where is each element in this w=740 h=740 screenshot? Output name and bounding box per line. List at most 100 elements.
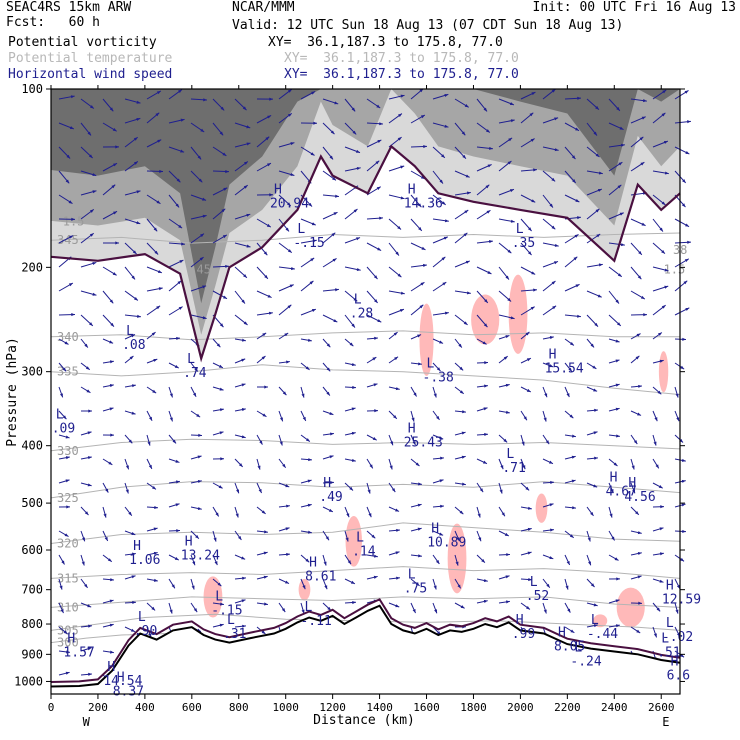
wind-arrowhead (197, 455, 202, 459)
theta-line (50, 438, 681, 452)
wind-arrowhead (443, 236, 448, 240)
wind-arrowhead (59, 393, 63, 398)
wind-arrowhead (638, 251, 642, 255)
wind-arrowhead (683, 280, 688, 285)
wind-arrowhead (246, 142, 251, 146)
wind-arrowhead (418, 227, 422, 231)
wind-arrowhead (543, 417, 547, 422)
wind-arrowhead (222, 152, 227, 156)
extremum-value: 12.59 (662, 593, 701, 608)
pv-fill-region (508, 274, 528, 354)
wind-arrowhead (637, 275, 642, 280)
wind-arrowhead (238, 536, 242, 540)
wind-arrowhead (351, 107, 356, 112)
wind-arrowhead (269, 97, 273, 101)
wind-arrowhead (308, 202, 313, 207)
x-tick-label: 2000 (507, 701, 534, 714)
theta-label: 340 (57, 330, 79, 344)
extremum-value: 1.57 (63, 646, 94, 661)
extremum-value: -.11 (300, 614, 331, 629)
pv-fill-region (658, 351, 669, 393)
wind-arrowhead (218, 364, 223, 368)
wind-arrowhead (264, 274, 268, 279)
extremum-kind: H (666, 579, 674, 594)
extremum-value: .90 (134, 624, 157, 639)
wind-arrowhead (112, 128, 117, 132)
wind-arrowhead (483, 323, 488, 328)
extremum-kind: L (297, 222, 305, 237)
wind-arrowhead (571, 155, 576, 160)
theta-line (50, 481, 681, 499)
wind-arrowhead (131, 384, 136, 388)
wind-arrowhead (267, 115, 272, 119)
theta-label: 305 (57, 623, 79, 637)
wind-arrowhead (241, 383, 246, 387)
wind-arrowhead (68, 200, 73, 204)
wind-arrowhead (546, 583, 550, 588)
wind-arrowhead (129, 355, 134, 360)
wind-arrowhead (389, 465, 393, 470)
wind-arrowhead (466, 291, 471, 295)
wind-arrowhead (616, 577, 620, 581)
wind-arrowhead (510, 119, 515, 123)
wind-arrowhead (544, 393, 548, 398)
wind-arrowhead (236, 489, 240, 494)
wind-arrowhead (349, 342, 354, 347)
wind-arrowhead (439, 340, 444, 344)
wind-arrowhead (192, 561, 196, 566)
wind-arrowhead (433, 393, 437, 398)
wind-arrowhead (109, 299, 114, 304)
theta-label: 335 (57, 365, 79, 379)
wind-arrowhead (88, 409, 92, 413)
pv-fill-region (203, 576, 223, 618)
pv-fill-region (471, 294, 500, 345)
wind-arrowhead (81, 561, 85, 566)
wind-arrowhead (176, 336, 180, 340)
wind-arrowhead (216, 343, 221, 348)
extremum-value: 8.61 (305, 570, 336, 585)
wind-arrowhead (637, 575, 642, 579)
wind-arrowhead (62, 415, 67, 420)
wind-arrowhead (465, 260, 470, 264)
wind-arrowhead (281, 608, 286, 613)
wind-arrowhead (418, 482, 422, 486)
wind-arrowhead (107, 558, 112, 562)
wind-arrowhead (373, 554, 378, 558)
wind-arrowhead (658, 485, 663, 489)
wind-arrowhead (552, 305, 557, 310)
extremum-kind: L (661, 632, 669, 647)
wind-arrowhead (286, 360, 290, 364)
wind-arrowhead (484, 299, 488, 303)
wind-arrowhead (659, 579, 664, 583)
wind-arrowhead (611, 536, 615, 541)
wind-arrowhead (65, 179, 70, 184)
wind-arrowhead (661, 201, 666, 205)
forecast-label: Fcst: (6, 15, 46, 30)
wind-arrowhead (351, 458, 356, 462)
field-name-pv: Potential vorticity (8, 35, 157, 50)
extremum-kind: L (138, 610, 146, 625)
wind-arrowhead (154, 505, 158, 510)
wind-arrowhead (379, 216, 383, 220)
wind-arrows (58, 88, 692, 683)
wind-arrowhead (675, 609, 679, 614)
extremum-kind: H (408, 182, 416, 197)
wind-arrowhead (395, 387, 400, 391)
x-tick-label: 0 (48, 701, 55, 714)
wind-arrowhead (417, 334, 422, 338)
wind-arrowhead (548, 460, 553, 464)
wind-arrowhead (70, 95, 75, 99)
wind-arrowhead (593, 484, 598, 488)
wind-arrowhead (289, 284, 294, 288)
wind-arrowhead (137, 314, 141, 318)
wind-arrowhead (175, 203, 180, 208)
wind-arrowhead (301, 393, 305, 398)
wind-arrowhead (639, 136, 644, 141)
wind-arrowhead (235, 513, 239, 518)
wind-arrowhead (88, 624, 92, 628)
wind-arrowhead (436, 415, 440, 420)
wind-arrowhead (684, 258, 689, 263)
wind-arrowhead (241, 556, 246, 560)
wind-arrowhead (444, 219, 449, 223)
wind-arrowhead (88, 154, 93, 158)
